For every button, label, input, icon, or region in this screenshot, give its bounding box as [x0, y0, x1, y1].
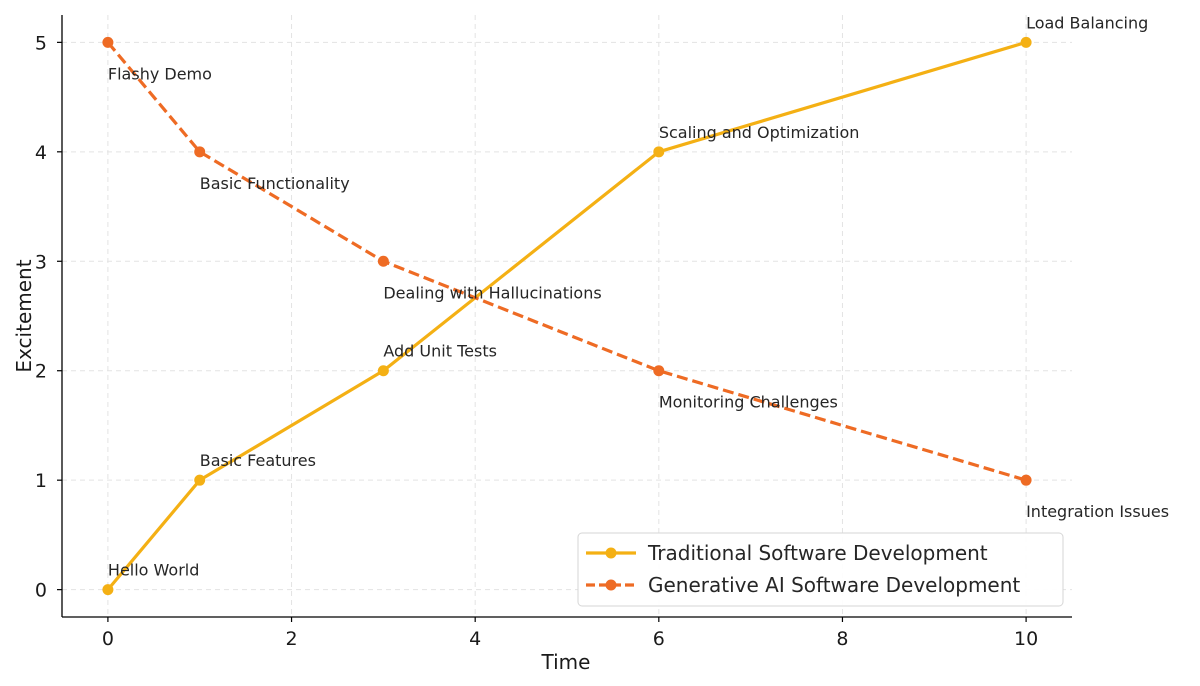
- x-tick-label: 6: [653, 628, 665, 650]
- grid-lines: [62, 15, 1072, 617]
- legend-marker: [605, 547, 617, 559]
- data-point: [653, 146, 665, 158]
- x-tick-label: 4: [469, 628, 481, 650]
- data-point: [653, 365, 665, 377]
- point-annotation: Basic Functionality: [200, 174, 350, 193]
- data-point: [102, 36, 114, 48]
- data-point: [194, 146, 206, 158]
- point-annotations: Hello World Basic Features Add Unit Tests S…: [108, 13, 1169, 579]
- y-axis-label: Excitement: [12, 259, 36, 372]
- point-annotation: Integration Issues: [1026, 502, 1169, 521]
- y-tick-label: 1: [35, 470, 47, 492]
- y-tick-label: 4: [35, 142, 47, 164]
- point-annotation: Dealing with Hallucinations: [383, 283, 601, 302]
- data-point: [1020, 474, 1032, 486]
- series-line: [106, 40, 1027, 591]
- point-annotation: Load Balancing: [1026, 13, 1148, 32]
- point-annotation: Monitoring Challenges: [659, 393, 838, 412]
- series-layer: [102, 36, 1032, 596]
- data-point: [377, 255, 389, 267]
- x-axis-label: Time: [541, 650, 591, 674]
- x-tick-label: 10: [1014, 628, 1038, 650]
- legend-marker: [605, 579, 617, 591]
- data-point: [377, 365, 389, 377]
- point-annotation: Add Unit Tests: [383, 342, 497, 361]
- y-tick-label: 0: [35, 580, 47, 602]
- x-tick-label: 2: [285, 628, 297, 650]
- x-tick-label: 8: [836, 628, 848, 650]
- data-point: [1020, 36, 1032, 48]
- x-tick-label: 0: [102, 628, 114, 650]
- point-annotation: Scaling and Optimization: [659, 123, 860, 142]
- data-point: [194, 474, 206, 486]
- y-tick-label: 2: [35, 361, 47, 383]
- y-tick-label: 3: [35, 251, 47, 273]
- axis-ticks: 0 2 4 6 8 10 0 1 2 3 4 5: [35, 32, 1038, 650]
- data-point: [102, 584, 114, 596]
- point-annotation: Basic Features: [200, 451, 316, 470]
- legend: Traditional Software Development Generati…: [577, 532, 1064, 607]
- y-tick-label: 5: [35, 32, 47, 54]
- legend-label: Generative AI Software Development: [648, 573, 1020, 597]
- point-annotation: Hello World: [108, 561, 200, 580]
- legend-label: Traditional Software Development: [647, 541, 988, 565]
- point-annotation: Flashy Demo: [108, 64, 212, 83]
- axes: [61, 15, 1072, 618]
- legend-box: [577, 532, 1064, 607]
